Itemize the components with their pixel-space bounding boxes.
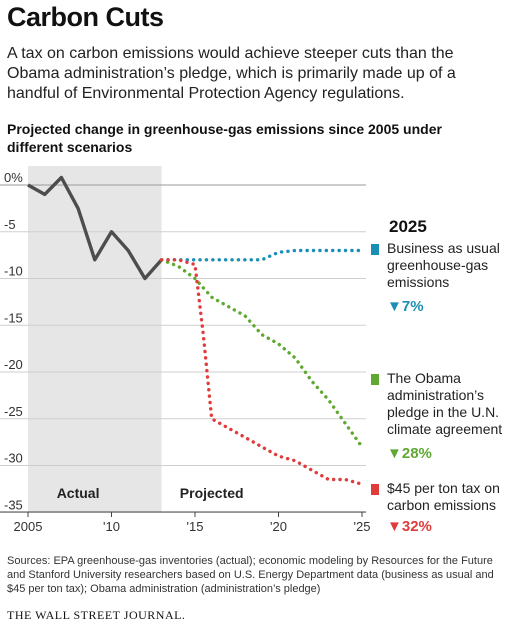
sources-note: Sources: EPA greenhouse-gas inventories … — [7, 555, 494, 595]
actual-region-shade — [28, 166, 162, 512]
legend-line: climate agreement — [387, 421, 503, 437]
series-lines — [27, 175, 364, 486]
x-tick-label: '25 — [354, 519, 371, 534]
y-tick-label: -10 — [4, 264, 23, 279]
legend-line: The Obama — [387, 370, 461, 386]
region-label: Projected — [180, 485, 244, 501]
legend-line: carbon emissions — [387, 497, 496, 513]
legend-value-carbon-tax: ▼32% — [387, 518, 432, 535]
legend-swatch-business-as-usual — [371, 244, 379, 255]
y-tick-label: -20 — [4, 357, 23, 372]
series-line-0 — [27, 175, 163, 281]
chart-intro: A tax on carbon emissions would achieve … — [7, 45, 456, 102]
x-tick-label: '10 — [103, 519, 120, 534]
legend-value-obama-pledge: ▼28% — [387, 445, 432, 462]
legend-swatch-obama-pledge — [371, 374, 379, 385]
legend-label-carbon-tax: $45 per ton tax on carbon emissions — [387, 480, 500, 514]
publisher-credit: THE WALL STREET JOURNAL. — [7, 608, 186, 622]
series-line-3 — [159, 258, 364, 486]
y-tick-label: 0% — [4, 170, 23, 185]
legend-line: emissions — [387, 274, 450, 290]
legend-line: Business as usual — [387, 240, 500, 256]
y-tick-label: -30 — [4, 451, 23, 466]
legend-line: pledge in the U.N. — [387, 404, 500, 420]
legend-value-business-as-usual: ▼7% — [387, 298, 424, 315]
legend-swatch-carbon-tax — [371, 484, 379, 495]
actual-region — [28, 166, 162, 512]
legend-label-obama-pledge: The Obama administration’s pledge in the… — [387, 370, 502, 438]
legend-label-business-as-usual: Business as usual greenhouse-gas emissio… — [387, 240, 500, 291]
y-tick-label: -15 — [4, 310, 23, 325]
axis-labels: 0% -5 -10 -15 -20 -25 -30 -35 2005 '10 '15 '20 '25 Ac… — [4, 170, 370, 534]
y-tick-label: -35 — [4, 497, 23, 512]
y-tick-label: -25 — [4, 404, 23, 419]
series-line-1 — [159, 248, 364, 262]
x-tick-label: '15 — [187, 519, 204, 534]
series-line-2 — [159, 258, 364, 449]
legend-line: administration’s — [387, 387, 485, 403]
y-tick-label: -5 — [4, 217, 16, 232]
x-tick-label: '20 — [270, 519, 287, 534]
x-tick-label: 2005 — [14, 519, 43, 534]
chart-title: Carbon Cuts — [7, 2, 164, 32]
chart-subtitle: Projected change in greenhouse-gas emiss… — [7, 121, 442, 155]
line-chart: 0% -5 -10 -15 -20 -25 -30 -35 2005 '10 '15 '20 '25 Ac… — [0, 166, 370, 534]
legend-line: greenhouse-gas — [387, 257, 489, 273]
legend-year: 2025 — [389, 217, 427, 236]
legend-line: $45 per ton tax on — [387, 480, 500, 496]
region-label: Actual — [57, 485, 100, 501]
